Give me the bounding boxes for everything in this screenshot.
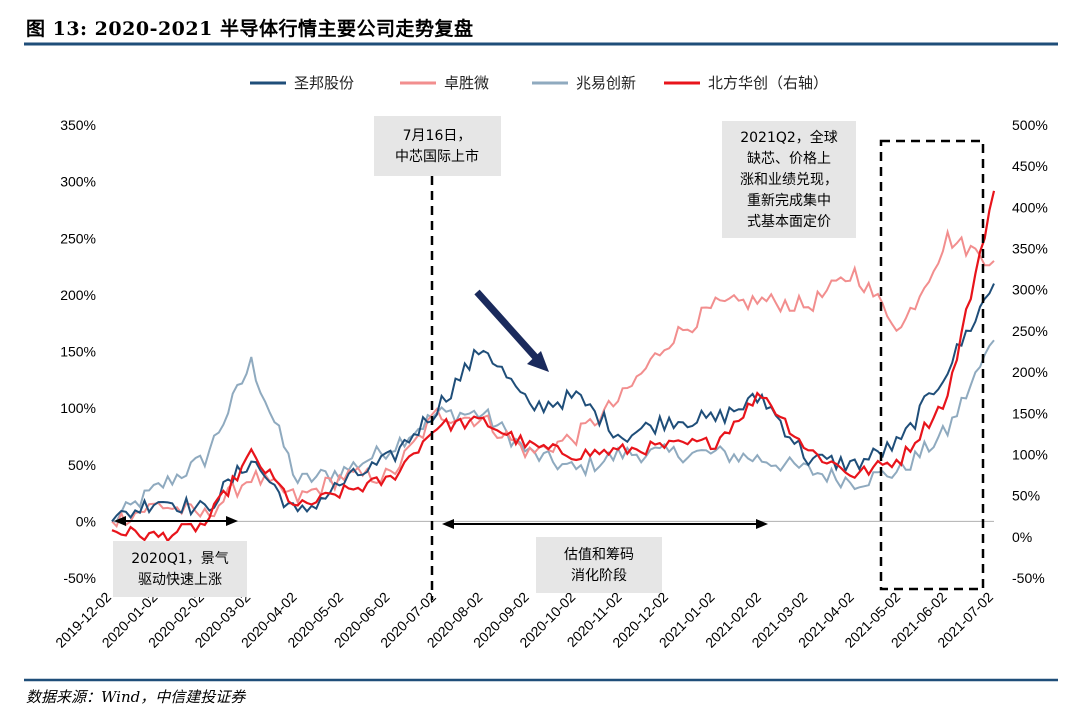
axes: -50% 0% 50% 100% 150% 200% 250% 300% 350% -50% 0% 5… <box>52 117 1048 651</box>
y-left-tick-label: 150% <box>60 344 96 360</box>
range-arrow-q1-head-right <box>226 516 238 526</box>
annotation-text: 估值和筹码 <box>564 546 634 563</box>
annotation-text: 中芯国际上市 <box>395 148 479 165</box>
annotation-box <box>722 121 856 238</box>
source-note: 数据来源：Wind，中信建投证券 <box>26 688 246 706</box>
annotation-box <box>536 537 662 593</box>
series-line <box>111 228 995 529</box>
annotation-text: 缺芯、价格上 <box>747 151 831 167</box>
annotation-text: 式基本面定价 <box>747 213 831 230</box>
series-line <box>111 190 996 543</box>
legend-label: 圣邦股份 <box>294 74 354 92</box>
y-left-tick-label: 250% <box>60 230 96 246</box>
pointer-arrow <box>474 289 541 363</box>
annotation-text: 重新完成集中 <box>747 192 831 209</box>
range-arrow-q1-head-left <box>114 516 126 526</box>
annotation-text: 驱动快速上涨 <box>138 572 222 588</box>
y-right-tick-label: 0% <box>1012 529 1032 545</box>
legend-label: 北方华创（右轴） <box>708 74 828 92</box>
y-right-tick-label: 150% <box>1012 405 1048 421</box>
range-arrow-digest-head-right <box>756 519 768 529</box>
series-lines <box>111 190 996 543</box>
y-left-tick-label: 50% <box>68 457 96 473</box>
annotation-text: 7月16日， <box>403 128 472 144</box>
annotation-text: 2020Q1，景气 <box>131 551 229 567</box>
y-right-tick-label: 100% <box>1012 446 1048 462</box>
y-right-tick-label: 50% <box>1012 488 1040 504</box>
y-right-tick-label: 500% <box>1012 117 1048 133</box>
annotation-box <box>374 116 501 176</box>
annotation-text: 涨和业绩兑现， <box>740 172 838 188</box>
legend: 圣邦股份 卓胜微 兆易创新 北方华创（右轴） <box>250 74 828 92</box>
y-left-tick-label: 300% <box>60 174 96 190</box>
annotation-text: 2021Q2，全球 <box>740 129 838 146</box>
y-right-tick-label: 300% <box>1012 282 1048 298</box>
y-right-tick-label: 450% <box>1012 158 1048 174</box>
y-left-tick-label: 0% <box>76 513 96 529</box>
range-arrow-digest-head-left <box>442 519 454 529</box>
y-left-tick-label: 200% <box>60 287 96 303</box>
series-line <box>111 339 995 523</box>
highlight-box <box>879 139 985 591</box>
series-line <box>111 283 995 523</box>
y-left-tick-label: 100% <box>60 400 96 416</box>
legend-label: 卓胜微 <box>444 74 489 92</box>
y-right-tick-label: 400% <box>1012 199 1048 215</box>
y-left-tick-label: -50% <box>63 570 96 586</box>
annotation-box <box>113 541 247 597</box>
pointer-arrow-head <box>527 351 549 372</box>
y-right-tick-label: -50% <box>1012 570 1045 586</box>
annotation-text: 消化阶段 <box>571 568 627 584</box>
y-right-tick-label: 350% <box>1012 241 1048 257</box>
y-left-tick-label: 350% <box>60 117 96 133</box>
y-right-tick-label: 200% <box>1012 364 1048 380</box>
y-right-tick-label: 250% <box>1012 323 1048 339</box>
page-title: 图 13: 2020-2021 半导体行情主要公司走势复盘 <box>26 18 474 40</box>
legend-label: 兆易创新 <box>576 74 636 92</box>
